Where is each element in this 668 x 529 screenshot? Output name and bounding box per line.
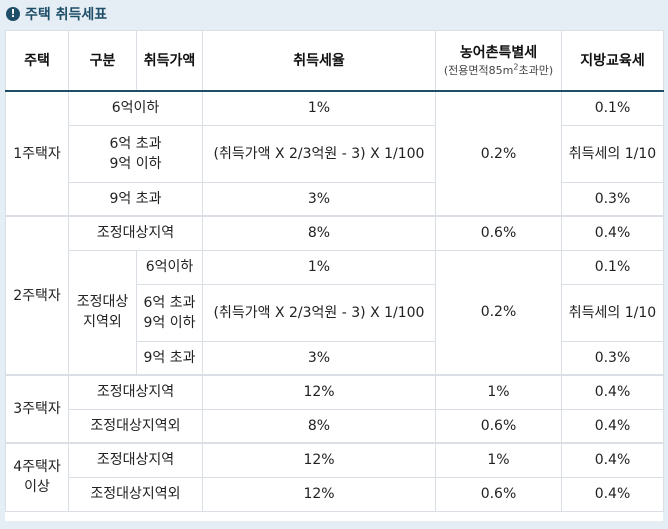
edu-cell: 0.1% [561,249,664,285]
header-tax-rate: 취득세율 [202,30,436,92]
house-label-3: 3주택자 [5,374,69,444]
table-row: 9억 초과 3% 0.3% [6,181,664,217]
table-row: 4주택자 이상 조정대상지역 12% 1% 0.4% [5,442,664,512]
rate-cell: 1% [202,90,436,126]
price-cell: 6억 초과 9억 이하 [136,283,203,342]
rate-cell: 12% [202,442,436,478]
edu-cell: 0.4% [561,215,664,251]
rural-note-prefix: (전용면적85m [443,63,514,77]
header-rural-tax-note: (전용면적85m2초과만) [436,61,561,79]
header-row: 주택 구분 취득가액 취득세율 농어촌특별세 (전용면적85m2초과만) 지방교… [5,30,664,92]
price-line-2: 9억 이하 [109,155,162,172]
price-line-2: 9억 이하 [143,314,196,331]
category-line-1: 조정대상 [76,294,129,311]
edu-cell: 0.1% [561,90,664,126]
edu-cell: 0.4% [561,374,664,410]
table-row: 6억 초과 9억 이하 (취득가액 X 2/3억원 - 3) X 1/100 취… [6,283,664,342]
acquisition-tax-table: 주택 구분 취득가액 취득세율 농어촌특별세 (전용면적85m2초과만) 지방교… [5,30,664,512]
tax-table-container: 주택 구분 취득가액 취득세율 농어촌특별세 (전용면적85m2초과만) 지방교… [5,30,664,521]
edu-cell: 취득세의 1/10 [561,283,664,342]
price-cell: 9억 초과 [68,181,203,217]
price-cell: 6억 초과 9억 이하 [68,124,203,183]
header-rural-tax-label: 농어촌특별세 [459,44,538,61]
category-cell: 조정대상지역외 [68,408,203,444]
edu-cell: 0.4% [561,408,664,444]
category-cell: 조정대상 지역외 [68,249,137,376]
edu-cell: 0.4% [561,442,664,478]
price-line-1: 6억 초과 [109,135,162,152]
price-cell: 6억이하 [68,90,203,126]
rural-note-sup: 2 [513,61,519,71]
header-edu-tax: 지방교육세 [561,30,664,92]
rural-cell: 1% [435,374,562,410]
edu-cell: 0.3% [561,340,664,376]
price-cell: 6억이하 [136,249,203,285]
table-row: 1주택자 6억이하 1% 0.2% 0.1% [5,90,664,217]
rate-cell: 1% [202,249,436,285]
rate-cell: 3% [202,181,436,217]
price-cell: 9억 초과 [136,340,203,376]
section-title: 주택 취득세표 [25,7,108,23]
header-price: 취득가액 [136,30,203,92]
table-row: 3주택자 조정대상지역 12% 1% 0.4% [5,374,664,444]
header-house: 주택 [5,30,69,92]
rural-cell: 0.6% [435,215,562,251]
category-cell: 조정대상지역 [68,442,203,478]
rural-cell: 0.6% [435,408,562,444]
edu-cell: 0.3% [561,181,664,217]
category-cell: 조정대상지역 [68,374,203,410]
table-row: 조정대상지역외 12% 0.6% 0.4% [6,476,664,512]
house-label-1: 1주택자 [5,90,69,217]
rate-cell: 12% [202,476,436,512]
header-category: 구분 [68,30,137,92]
table-row: 9억 초과 3% 0.3% [6,340,664,376]
rural-cell: 0.6% [435,476,562,512]
house-label-4-line-2: 이상 [24,479,50,496]
rate-cell: 8% [202,215,436,251]
rate-cell: (취득가액 X 2/3억원 - 3) X 1/100 [202,124,436,183]
table-row: 2주택자 조정대상지역 8% 0.6% 0.4% [5,215,664,376]
rural-cell: 0.2% [435,249,562,376]
house-label-4-line-1: 4주택자 [13,459,61,476]
category-cell: 조정대상지역외 [68,476,203,512]
header-rural-tax: 농어촌특별세 (전용면적85m2초과만) [435,30,562,92]
section-header: ! 주택 취득세표 [6,3,107,25]
house-label-2: 2주택자 [5,215,69,376]
table-row: 조정대상지역외 8% 0.6% 0.4% [6,408,664,444]
house-label-4: 4주택자 이상 [5,442,69,512]
table-row: 조정대상 지역외 6억이하 1% 0.2% 0.1% [6,249,664,376]
rural-cell: 1% [435,442,562,478]
rate-cell: 8% [202,408,436,444]
edu-cell: 0.4% [561,476,664,512]
rate-cell: 12% [202,374,436,410]
table-row: 6억 초과 9억 이하 (취득가액 X 2/3억원 - 3) X 1/100 취… [6,124,664,183]
rate-cell: 3% [202,340,436,376]
rate-cell: (취득가액 X 2/3억원 - 3) X 1/100 [202,283,436,342]
rural-note-suffix: 초과만) [518,63,554,77]
rural-cell: 0.2% [435,90,562,217]
edu-cell: 취득세의 1/10 [561,124,664,183]
price-line-1: 6억 초과 [143,294,196,311]
category-cell: 조정대상지역 [68,215,203,251]
category-line-2: 지역외 [83,314,122,331]
exclamation-icon: ! [6,7,20,21]
